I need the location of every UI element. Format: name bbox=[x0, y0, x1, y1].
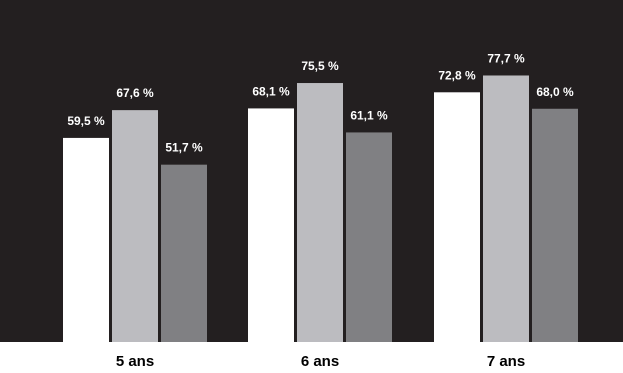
value-label-1-1: 59,5 % bbox=[67, 114, 105, 128]
category-labels-layer: 5 ans 6 ans 7 ans bbox=[116, 353, 525, 370]
bar-2-1 bbox=[248, 108, 294, 343]
bar-1-1 bbox=[63, 137, 109, 342]
bar-2-3 bbox=[346, 132, 392, 342]
value-label-2-1: 68,1 % bbox=[252, 84, 290, 98]
value-label-2-2: 75,5 % bbox=[301, 59, 339, 73]
bars-layer bbox=[63, 75, 578, 343]
value-label-1-2: 67,6 % bbox=[116, 86, 154, 100]
bar-3-3 bbox=[532, 108, 578, 342]
bar-1-3 bbox=[161, 164, 207, 342]
category-label-3: 7 ans bbox=[487, 353, 525, 370]
bar-1-2 bbox=[112, 110, 158, 342]
category-label-2: 6 ans bbox=[301, 353, 339, 370]
value-label-3-3: 68,0 % bbox=[536, 85, 574, 99]
value-label-3-2: 77,7 % bbox=[487, 51, 525, 65]
bar-3-1 bbox=[434, 92, 480, 343]
category-label-1: 5 ans bbox=[116, 353, 154, 370]
value-labels-layer: 59,5 % 67,6 % 51,7 % 68,1 % 75,5 % 61,1 % 72,8… bbox=[67, 51, 574, 154]
value-label-2-3: 61,1 % bbox=[350, 108, 388, 122]
bar-3-2 bbox=[483, 75, 529, 342]
value-label-1-3: 51,7 % bbox=[165, 141, 203, 155]
bar-2-2 bbox=[297, 83, 343, 342]
value-label-3-1: 72,8 % bbox=[438, 68, 476, 82]
